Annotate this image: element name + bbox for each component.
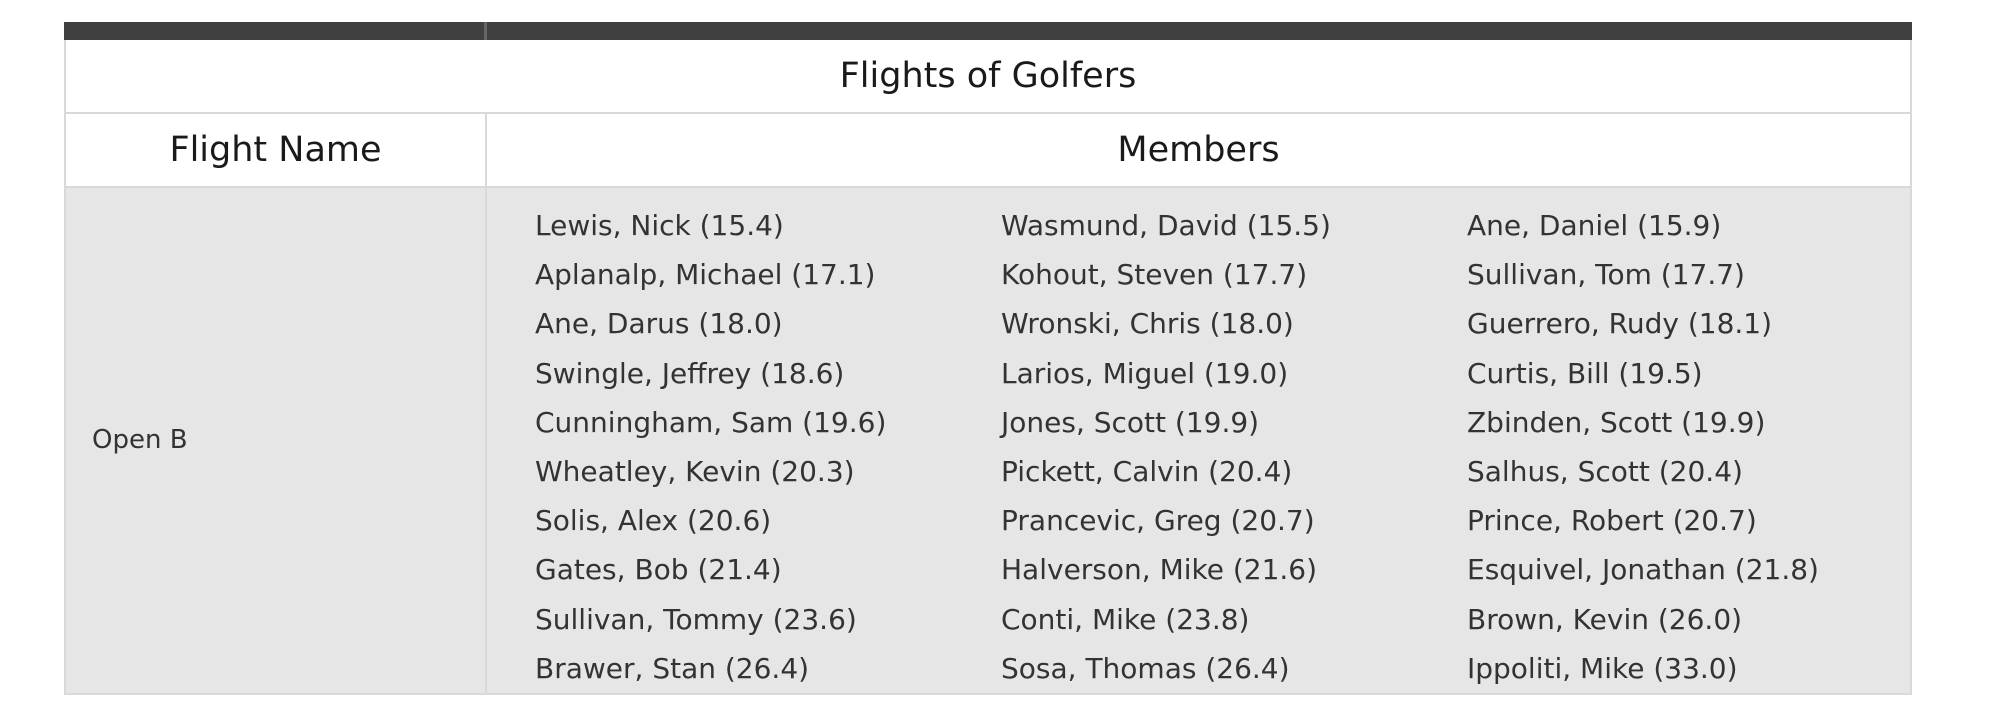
member-entry: Sosa, Thomas (26.4) xyxy=(1001,651,1290,685)
member-entry: Brown, Kevin (26.0) xyxy=(1467,602,1743,636)
table-row: Open B Lewis, Nick (15.4) Wasmund, David … xyxy=(64,186,1912,695)
member-entry: Sullivan, Tommy (23.6) xyxy=(535,602,857,636)
member-entry: Guerrero, Rudy (18.1) xyxy=(1467,307,1773,341)
title-row: Flights of Golfers xyxy=(64,40,1912,114)
member-entry: Solis, Alex (20.6) xyxy=(535,504,772,538)
flights-table-container: Flights of Golfers Flight Name Members O… xyxy=(64,22,1912,695)
member-entry: Cunningham, Sam (19.6) xyxy=(535,405,887,439)
members-cell: Lewis, Nick (15.4) Wasmund, David (15.5) A… xyxy=(485,186,1912,695)
member-entry: Gates, Bob (21.4) xyxy=(535,553,782,587)
member-entry: Zbinden, Scott (19.9) xyxy=(1467,405,1766,439)
member-entry: Larios, Miguel (19.0) xyxy=(1001,356,1289,390)
table-title: Flights of Golfers xyxy=(64,40,1912,114)
flight-name-cell: Open B xyxy=(64,186,487,695)
member-entry: Aplanalp, Michael (17.1) xyxy=(535,258,876,292)
column-header-flight-name: Flight Name xyxy=(64,112,487,188)
member-entry: Salhus, Scott (20.4) xyxy=(1467,455,1743,489)
member-entry: Prince, Robert (20.7) xyxy=(1467,504,1757,538)
flights-table: Flights of Golfers Flight Name Members O… xyxy=(64,40,1912,695)
member-entry: Jones, Scott (19.9) xyxy=(1001,405,1260,439)
top-bar-divider xyxy=(484,22,487,40)
member-entry: Ane, Daniel (15.9) xyxy=(1467,209,1722,243)
table-top-bar xyxy=(64,22,1912,40)
member-entry: Wheatley, Kevin (20.3) xyxy=(535,455,855,489)
header-row: Flight Name Members xyxy=(64,112,1912,188)
member-entry: Ane, Darus (18.0) xyxy=(535,307,783,341)
column-header-members: Members xyxy=(485,112,1912,188)
member-entry: Lewis, Nick (15.4) xyxy=(535,209,784,243)
member-entry: Halverson, Mike (21.6) xyxy=(1001,553,1318,587)
member-entry: Prancevic, Greg (20.7) xyxy=(1001,504,1315,538)
member-entry: Ippoliti, Mike (33.0) xyxy=(1467,651,1738,685)
member-entry: Sullivan, Tom (17.7) xyxy=(1467,258,1745,292)
member-entry: Kohout, Steven (17.7) xyxy=(1001,258,1308,292)
member-entry: Esquivel, Jonathan (21.8) xyxy=(1467,553,1819,587)
members-list: Lewis, Nick (15.4) Wasmund, David (15.5) A… xyxy=(535,201,1910,693)
member-entry: Pickett, Calvin (20.4) xyxy=(1001,455,1293,489)
member-entry: Conti, Mike (23.8) xyxy=(1001,602,1250,636)
member-entry: Curtis, Bill (19.5) xyxy=(1467,356,1703,390)
member-entry: Wronski, Chris (18.0) xyxy=(1001,307,1294,341)
member-entry: Brawer, Stan (26.4) xyxy=(535,651,810,685)
member-entry: Wasmund, David (15.5) xyxy=(1001,209,1331,243)
member-entry: Swingle, Jeffrey (18.6) xyxy=(535,356,845,390)
